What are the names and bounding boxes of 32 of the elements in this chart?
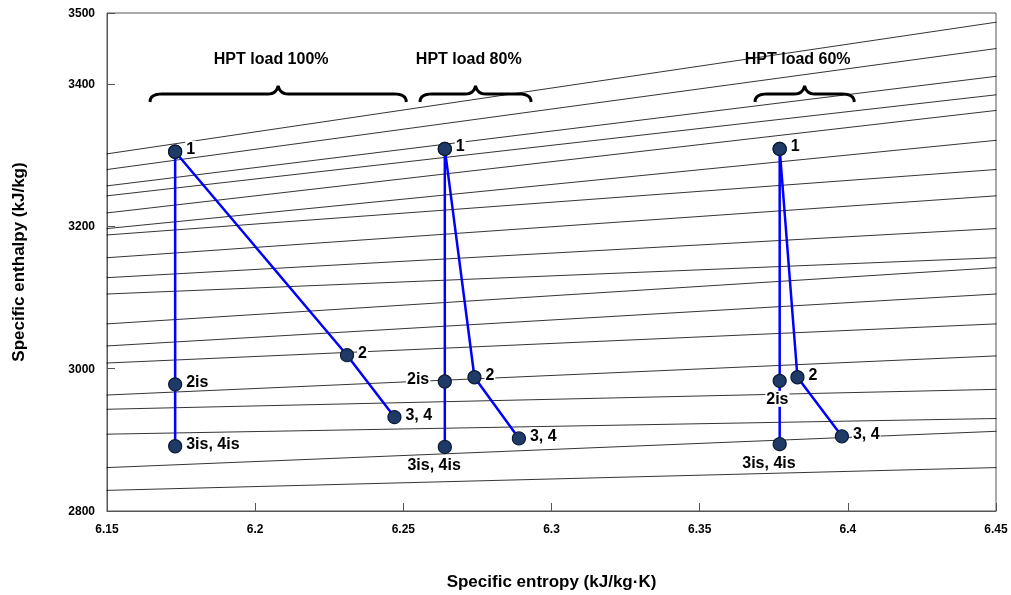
annotation: 1	[455, 137, 465, 155]
y-tick-label: 3200	[68, 219, 96, 234]
annotation: 3is, 4is	[742, 453, 796, 471]
annotation: 2is	[407, 370, 430, 388]
annotation: 2is	[766, 390, 789, 408]
annotation: 2	[485, 365, 495, 383]
annotation: 1	[790, 137, 800, 155]
annotation: 2is	[186, 372, 209, 390]
x-tick-label: 6.25	[391, 522, 416, 536]
x-tick-label: 6.3	[543, 522, 561, 536]
x-tick-label: 6.15	[95, 522, 119, 536]
annotation: HPT load 80%	[415, 49, 522, 67]
y-tick-label: 3400	[68, 77, 96, 92]
y-tick-label: 2800	[68, 504, 96, 518]
annotation: 3, 4	[852, 424, 880, 442]
annotation: HPT load 60%	[744, 49, 851, 67]
x-axis-title: Specific entropy (kJ/kg·K)	[446, 572, 657, 591]
x-tick-label: 6.35	[687, 522, 712, 536]
annotation: 1	[186, 140, 196, 158]
x-tick-label: 6.2	[246, 522, 264, 536]
annotation: 2	[808, 365, 818, 383]
annotation: 2	[358, 343, 368, 361]
annotation: 3, 4	[405, 405, 433, 423]
y-tick-label: 3000	[68, 361, 96, 376]
y-axis-title: Specific enthalpy (kJ/kg)	[9, 162, 28, 362]
x-tick-label: 6.45	[984, 522, 1008, 536]
y-tick-label: 3500	[68, 6, 96, 20]
annotation: 3is, 4is	[407, 456, 461, 474]
annotation: HPT load 100%	[213, 49, 329, 67]
x-tick-label: 6.4	[839, 522, 857, 536]
annotation: 3, 4	[529, 426, 557, 444]
annotation: 3is, 4is	[186, 434, 240, 452]
